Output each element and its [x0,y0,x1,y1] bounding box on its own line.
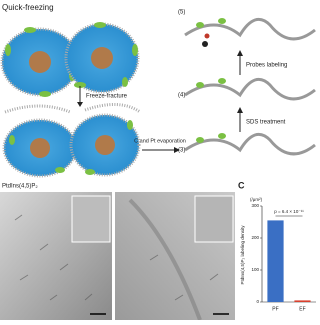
cell-top-right [64,22,140,94]
y-tick-label: 0 [256,299,259,304]
arrowhead [77,102,83,107]
fracture-ridge [128,198,202,321]
particles [196,18,226,143]
inset [194,195,234,243]
cell-bottom-left [2,118,78,178]
step-number: (5) [178,10,185,16]
membrane-steps [184,17,316,156]
panel-a-label: Quick-freezing [2,3,54,12]
step-number: (3) [178,148,185,154]
y-tick-label: 300 [251,203,259,208]
arrowhead [237,107,243,113]
y-tick-label: 200 [251,235,259,240]
texture [14,214,219,301]
panel-c-label: C [238,180,245,190]
cell-bottom-right [69,113,141,177]
probe [202,41,208,47]
step-label: Freeze-fracture [86,94,128,100]
y-axis-label: PtdIns(4,5)P₂ labeling density [240,225,245,285]
unit: (/μm²) [250,197,263,202]
step-label: Probes labeling [246,63,287,69]
arrowhead [174,147,180,153]
panel-b-label: PtdIns(4,5)P₂ [2,184,38,190]
inset [71,195,111,243]
probe [204,33,210,39]
arrowhead [237,50,243,56]
step-label: SDS treatment [246,120,286,126]
y-tick-label: 100 [251,267,259,272]
annotation: p = 6.4 × 10⁻¹¹ [274,209,304,214]
fractured-membrane [4,103,141,114]
step-number: (4) [178,93,185,99]
bar [267,220,284,302]
x-tick-label: EF [299,306,305,312]
x-tick-label: PF [272,306,278,312]
bar [294,300,311,302]
step-label: C and Pt evaporation [134,138,186,144]
